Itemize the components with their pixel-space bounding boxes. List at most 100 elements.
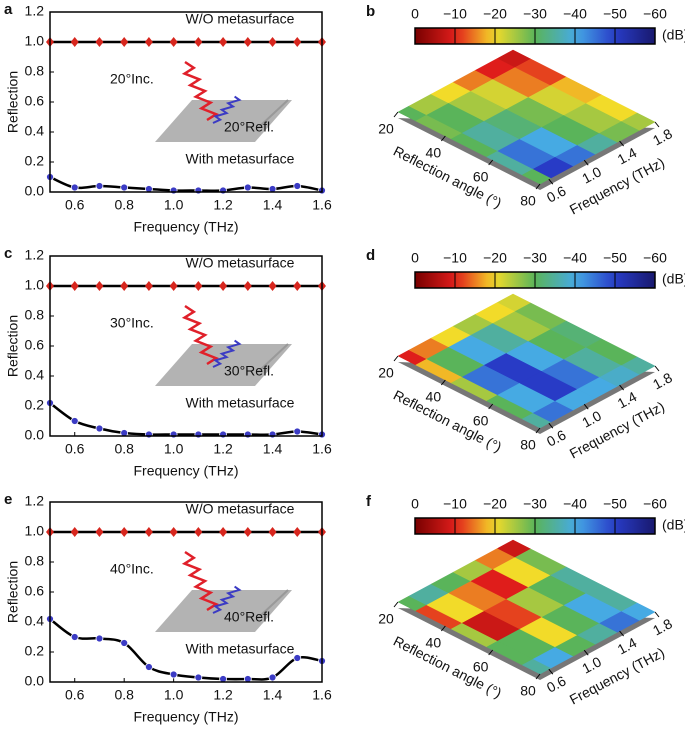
circle-marker	[169, 430, 178, 439]
diamond-marker	[120, 37, 129, 47]
circle-marker	[70, 183, 79, 192]
panel-letter: e	[4, 491, 12, 508]
circle-marker	[194, 186, 203, 195]
x-tick-label: 1.4	[263, 441, 283, 457]
x-tick	[393, 355, 399, 362]
diamond-marker	[70, 281, 79, 291]
reflected-wave	[212, 585, 242, 614]
inset-illustration	[155, 60, 292, 142]
colorbar-unit: (dB)	[662, 271, 685, 287]
diamond-marker	[243, 37, 252, 47]
diamond-marker	[70, 527, 79, 537]
x-tick-label: 40	[426, 635, 442, 651]
series-label: With metasurface	[186, 151, 295, 167]
plot-frame	[49, 501, 323, 683]
diamond-marker	[95, 527, 104, 537]
y-tick	[583, 159, 589, 166]
x-tick-label: 20	[378, 121, 394, 137]
inset-normal	[257, 589, 289, 619]
y-tick-label: 0.0	[25, 673, 45, 689]
colorbar-tick-label: −30	[523, 496, 547, 512]
colorbar-unit: (dB)	[662, 27, 685, 43]
y-tick-label: 0.0	[25, 183, 45, 199]
diamond-marker	[268, 527, 277, 537]
circle-marker	[169, 186, 178, 195]
circle-marker	[120, 639, 129, 647]
y-tick-label: 1.0	[25, 33, 45, 49]
x-tick-label: 20	[378, 611, 394, 627]
diamond-marker	[293, 527, 302, 537]
circle-marker	[268, 430, 277, 439]
inset-plate	[155, 590, 292, 632]
x-tick-label: 1.2	[213, 197, 233, 213]
circle-marker	[120, 183, 129, 192]
x-axis-title: Frequency (THz)	[133, 709, 238, 725]
y-tick-label: 0.4	[25, 613, 45, 629]
colorbar-tick-label: 0	[411, 6, 419, 22]
diamond-marker	[95, 37, 104, 47]
x-tick-label: 1.6	[312, 687, 332, 703]
colorbar-tick-label: −60	[643, 496, 667, 512]
panel-letter: c	[4, 245, 12, 262]
circle-marker	[95, 182, 104, 190]
circle-marker	[293, 427, 302, 436]
diamond-marker	[194, 527, 203, 537]
x-tick-label: 20	[378, 365, 394, 381]
incident-label: 40°Inc.	[110, 561, 154, 577]
y-tick	[548, 422, 554, 429]
series-label: W/O metasurface	[186, 501, 295, 517]
incident-label: 20°Inc.	[110, 71, 154, 87]
colorbar-tick-label: −60	[643, 250, 667, 266]
x-tick	[535, 427, 541, 434]
x-tick-label: 80	[520, 193, 536, 209]
circle-marker	[293, 182, 302, 190]
x-tick	[393, 601, 399, 608]
circle-marker	[268, 673, 277, 682]
y-tick-label: 1.2	[25, 3, 45, 19]
y-tick	[583, 403, 589, 410]
y-tick-label: 0.8	[25, 553, 45, 569]
plot-frame	[49, 255, 323, 437]
y-tick-label: 0.6	[25, 337, 45, 353]
diamond-marker	[268, 281, 277, 291]
x-tick-label: 0.8	[114, 197, 134, 213]
colorbar-tick-label: −40	[563, 6, 587, 22]
x-tick-label: 1.2	[213, 441, 233, 457]
x-tick	[488, 159, 494, 166]
inset-plate	[155, 344, 292, 386]
x-tick-label: 0.8	[114, 687, 134, 703]
diamond-marker	[169, 281, 178, 291]
y-tick-label: 0.2	[25, 643, 45, 659]
diamond-marker	[120, 527, 129, 537]
colorbar-tick-label: 0	[411, 250, 419, 266]
circle-marker	[219, 430, 227, 439]
circle-marker	[145, 430, 153, 439]
y-tick-label: 0.0	[25, 427, 45, 443]
y-tick	[548, 178, 554, 185]
circle-marker	[169, 670, 178, 679]
x-tick	[440, 379, 446, 386]
colorbar-tick-label: 0	[411, 496, 419, 512]
y-tick-label: 1.2	[25, 493, 45, 509]
y-tick-label: 0.6	[25, 93, 45, 109]
y-tick	[583, 649, 589, 656]
colorbar-tick-label: −10	[443, 6, 467, 22]
y-tick	[654, 121, 660, 128]
x-tick	[440, 625, 446, 632]
panel-letter: f	[366, 493, 372, 510]
inset-illustration	[155, 304, 292, 386]
colorbar-tick-label: −40	[563, 250, 587, 266]
reflected-label: 40°Refl.	[224, 609, 274, 625]
circle-marker	[95, 634, 104, 643]
x-tick-label: 1.4	[263, 197, 283, 213]
incident-wave	[181, 60, 219, 122]
panel-letter: b	[366, 3, 375, 20]
y-tick-label: 0.8	[25, 63, 45, 79]
x-tick	[488, 649, 494, 656]
series-label: With metasurface	[186, 395, 295, 411]
diamond-marker	[219, 281, 228, 291]
x-tick	[488, 403, 494, 410]
circle-marker	[145, 663, 153, 671]
x-tick	[393, 111, 399, 118]
